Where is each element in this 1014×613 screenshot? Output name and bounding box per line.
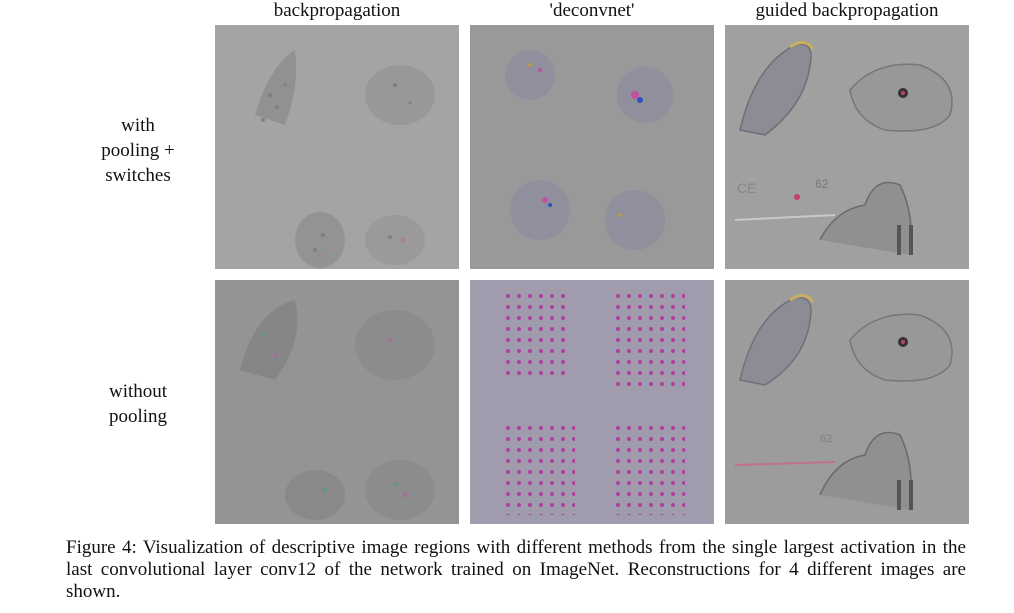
guided-with-pooling-image: 62 CE: [734, 41, 953, 256]
column-header-guided-backpropagation: guided backpropagation: [755, 0, 939, 21]
panel-backprop-without-pooling: [215, 280, 459, 524]
backprop-without-pooling-image: [240, 300, 435, 520]
deconvnet-without-pooling-image: [500, 290, 685, 515]
column-header-backpropagation: backpropagation: [273, 0, 401, 21]
panel-number-62-lower: 62: [820, 433, 832, 445]
deconvnet-with-pooling-image: [505, 50, 673, 250]
figure-caption: Figure 4: Visualization of descriptive i…: [66, 537, 966, 603]
row-label-line: switches: [105, 165, 171, 186]
panel-letters-ce: CE: [737, 180, 756, 196]
row-label-line: pooling +: [101, 140, 175, 161]
panel-guided-without-pooling: 62: [725, 280, 969, 524]
row-label-line: pooling: [108, 406, 168, 427]
backprop-with-pooling-image: [255, 50, 435, 268]
column-header-deconvnet: 'deconvnet': [549, 0, 635, 21]
panel-deconvnet-without-pooling: [470, 280, 714, 524]
panel-deconvnet-with-pooling: [470, 25, 714, 269]
panel-number-62: 62: [815, 177, 829, 191]
guided-without-pooling-image: 62: [734, 294, 953, 511]
row-label-line: without: [108, 381, 168, 402]
panel-backprop-with-pooling: [215, 25, 459, 269]
row-label-line: with: [121, 115, 155, 136]
caption-text: Figure 4: Visualization of descriptive i…: [66, 537, 966, 602]
row-label-with-pooling: with pooling + switches: [60, 113, 216, 188]
row-label-without-pooling: without pooling: [60, 379, 216, 429]
panel-guided-with-pooling: 62 CE: [725, 25, 969, 269]
